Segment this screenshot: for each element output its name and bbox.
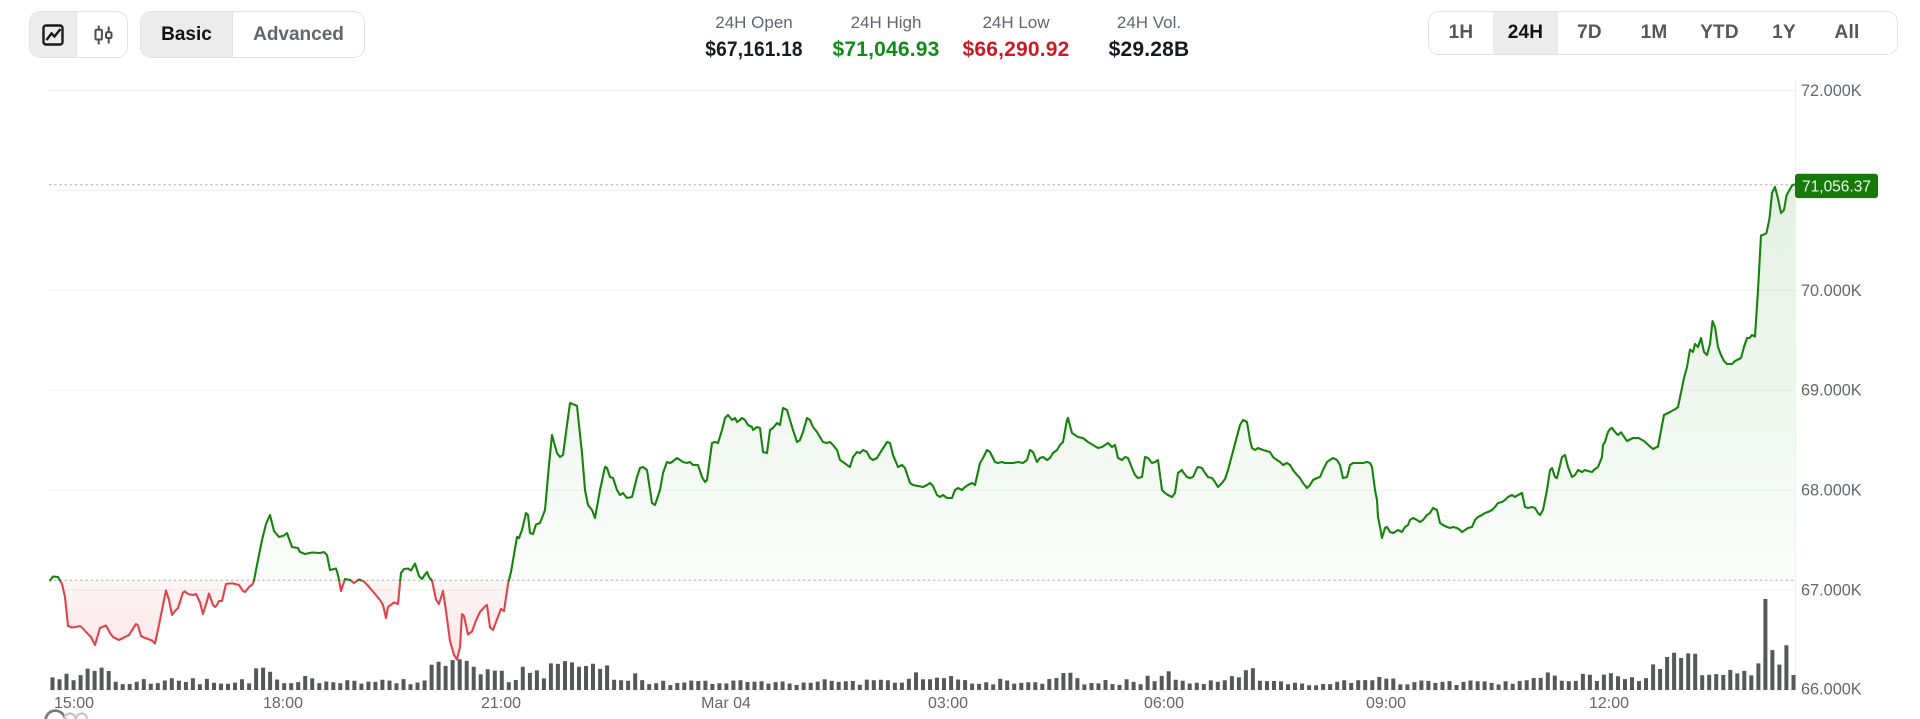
svg-text:66.000K: 66.000K — [1801, 681, 1862, 699]
svg-text:18:00: 18:00 — [263, 695, 303, 712]
svg-text:06:00: 06:00 — [1144, 695, 1184, 712]
svg-text:68.000K: 68.000K — [1801, 482, 1862, 500]
svg-text:69.000K: 69.000K — [1801, 382, 1862, 400]
svg-text:67.000K: 67.000K — [1801, 582, 1862, 600]
svg-text:70.000K: 70.000K — [1801, 282, 1862, 300]
svg-text:Mar 04: Mar 04 — [701, 695, 751, 712]
svg-text:71,056.37: 71,056.37 — [1802, 178, 1871, 195]
svg-text:72.000K: 72.000K — [1801, 82, 1862, 100]
svg-text:03:00: 03:00 — [928, 695, 968, 712]
svg-text:09:00: 09:00 — [1366, 695, 1406, 712]
svg-text:21:00: 21:00 — [481, 695, 521, 712]
svg-text:12:00: 12:00 — [1589, 695, 1629, 712]
svg-text:15:00: 15:00 — [54, 695, 94, 712]
